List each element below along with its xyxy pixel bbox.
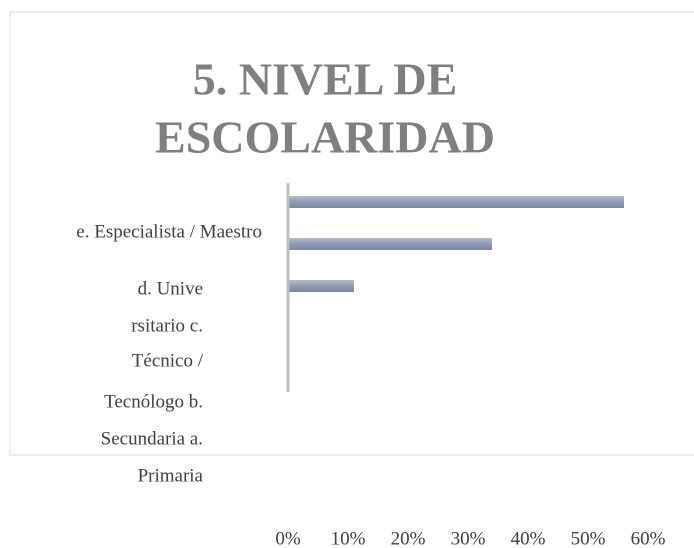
bar (288, 196, 624, 208)
y-tick-label: rsitario c. (131, 315, 203, 336)
y-tick-label: d. Unive (138, 278, 203, 299)
x-tick-label: 10% (331, 528, 366, 548)
x-tick-label: 30% (451, 528, 486, 548)
x-tick-label: 50% (571, 528, 606, 548)
y-tick-label: Tecnólogo b. (104, 391, 203, 412)
bar (288, 238, 492, 250)
x-tick-label: 60% (631, 528, 666, 548)
chart-title: ESCOLARIDAD (155, 112, 495, 163)
bar (288, 280, 354, 292)
chart-title: 5. NIVEL DE (193, 54, 458, 105)
y-tick-label: Técnico / (132, 350, 204, 371)
x-tick-label: 20% (391, 528, 426, 548)
y-tick-label: Secundaria a. (101, 428, 203, 449)
x-tick-label: 40% (511, 528, 546, 548)
chart-border (9, 11, 694, 456)
y-tick-label: Primaria (138, 465, 204, 486)
y-tick-label: e. Especialista / Maestro (76, 221, 262, 242)
x-tick-label: 0% (275, 528, 301, 548)
